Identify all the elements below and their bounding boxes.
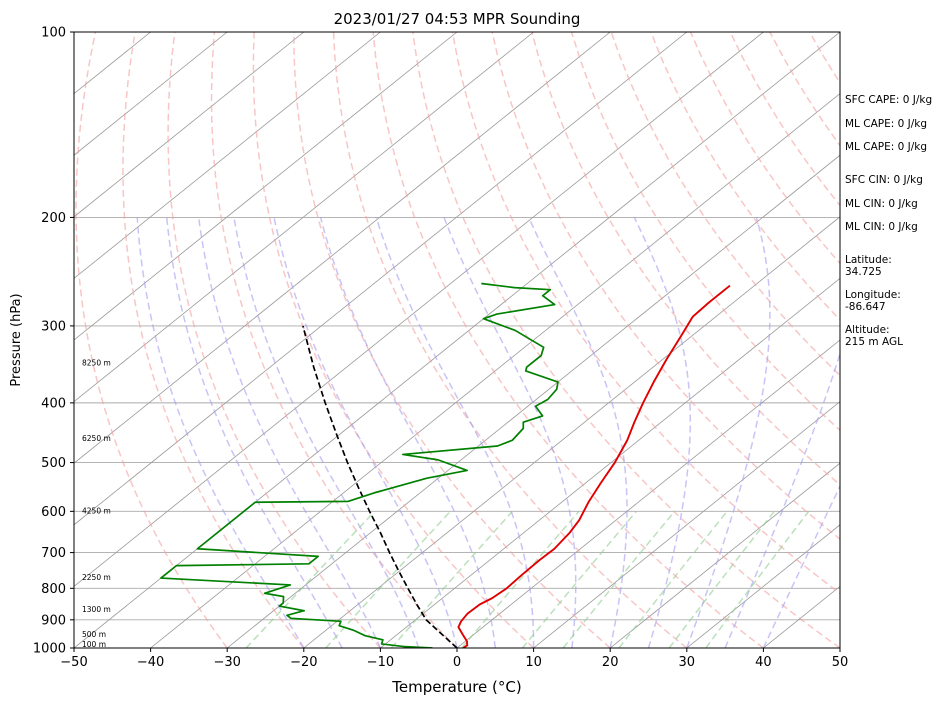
stat-sfc-cin: SFC CIN: 0 J/kg [845, 174, 923, 186]
x-tick-label: −50 [60, 655, 87, 670]
x-tick-label: 40 [755, 655, 772, 670]
isotherm--90 [74, 32, 534, 403]
y-tick-label: 200 [41, 211, 66, 226]
mixing-ratio-line [668, 510, 775, 648]
isotherm--80 [74, 32, 611, 464]
isotherm--30 [226, 154, 840, 648]
moist-adiabat [166, 217, 343, 648]
dry-adiabat [531, 32, 840, 486]
stat-altitude: Altitude: 215 m AGL [845, 324, 903, 348]
x-tick-label: 30 [679, 655, 696, 670]
y-tick-label: 700 [41, 546, 66, 561]
chart-title: 2023/01/27 04:53 MPR Sounding [334, 10, 581, 28]
x-tick-label: 10 [525, 655, 542, 670]
isotherm--20 [303, 216, 840, 648]
dry-adiabat [122, 32, 305, 648]
y-tick-label: 400 [41, 396, 66, 411]
stat-sfc-cape: SFC CAPE: 0 J/kg [845, 94, 933, 106]
dewpoint-line [160, 282, 559, 648]
height-label: 100 m [82, 640, 106, 649]
y-tick-label: 600 [41, 505, 66, 520]
mixing-ratio-line [325, 510, 451, 648]
isotherm-30 [686, 524, 840, 648]
mixing-ratio-line [705, 510, 810, 648]
mixing-ratio-line [618, 510, 728, 648]
height-label: 500 m [82, 630, 106, 639]
mixing-ratio-line [562, 510, 676, 648]
dry-adiabat [570, 32, 840, 432]
stat-ml-cin-1: ML CIN: 0 J/kg [845, 198, 918, 210]
height-label: 8250 m [82, 358, 111, 367]
moist-adiabat [762, 484, 840, 648]
isotherm--10 [380, 277, 840, 648]
isotherm-10 [533, 401, 840, 648]
y-tick-label: 900 [41, 613, 66, 628]
isotherm-0 [456, 339, 840, 648]
stat-latitude: Latitude: 34.725 [845, 254, 892, 278]
isotherm--60 [74, 32, 764, 587]
dry-adiabat [610, 32, 840, 377]
y-axis-label: Pressure (hPa) [9, 293, 24, 386]
dry-adiabat [451, 32, 840, 595]
height-label: 4250 m [82, 506, 111, 515]
isotherm--120 [74, 32, 305, 218]
sounding-traces [160, 282, 731, 648]
stat-ml-cin-2: ML CIN: 0 J/kg [845, 221, 918, 233]
moist-adiabat [686, 217, 771, 648]
x-tick-label: −30 [213, 655, 240, 670]
mixing-ratio-line [461, 510, 580, 648]
height-label: 1300 m [82, 605, 111, 614]
moist-adiabat [724, 351, 840, 648]
y-tick-label: 1000 [33, 642, 66, 657]
x-axis-label: Temperature (°C) [391, 678, 521, 696]
parcel-profile-line [302, 325, 458, 648]
y-tick-label: 300 [41, 319, 66, 334]
dry-adiabat [167, 32, 381, 648]
stat-longitude: Longitude: -86.647 [845, 289, 901, 313]
dry-adiabat [412, 32, 840, 648]
isotherm--100 [74, 32, 458, 341]
moist-adiabat [443, 217, 577, 648]
moist-adiabat [633, 217, 692, 648]
x-tick-label: 0 [453, 655, 461, 670]
x-tick-label: 50 [832, 655, 849, 670]
background-lines [74, 32, 946, 648]
moist-adiabat [375, 217, 535, 648]
dry-adiabat [210, 32, 458, 648]
moist-adiabat [528, 217, 628, 648]
height-label: 6250 m [82, 434, 111, 443]
stat-ml-cape-1: ML CAPE: 0 J/kg [845, 118, 928, 130]
isotherm--110 [74, 32, 381, 279]
moist-adiabat [273, 217, 458, 648]
dry-adiabat [293, 32, 611, 648]
x-tick-label: 20 [602, 655, 619, 670]
y-tick-label: 800 [41, 582, 66, 597]
x-tick-label: −40 [137, 655, 164, 670]
isotherm--40 [150, 93, 840, 648]
dry-adiabat [372, 32, 764, 648]
dry-adiabat [75, 32, 228, 648]
x-tick-label: −10 [367, 655, 394, 670]
isotherm--130 [74, 32, 228, 156]
mixing-ratio-line [390, 510, 513, 648]
temperature-line [457, 284, 731, 648]
isotherm-20 [609, 462, 840, 648]
dry-adiabat [491, 32, 840, 541]
isotherm--70 [74, 32, 688, 526]
y-tick-label: 100 [41, 26, 66, 41]
dry-adiabat [929, 32, 946, 648]
y-tick-label: 500 [41, 456, 66, 471]
moist-adiabat [136, 217, 305, 648]
x-tick-label: −20 [290, 655, 317, 670]
mixing-ratio-line [245, 510, 376, 648]
mixing-ratio-line [521, 510, 637, 648]
stat-ml-cape-2: ML CAPE: 0 J/kg [845, 141, 928, 153]
moist-adiabat [319, 217, 497, 648]
dry-adiabat [332, 32, 688, 648]
height-label: 2250 m [82, 573, 111, 582]
moist-adiabat [197, 217, 382, 648]
